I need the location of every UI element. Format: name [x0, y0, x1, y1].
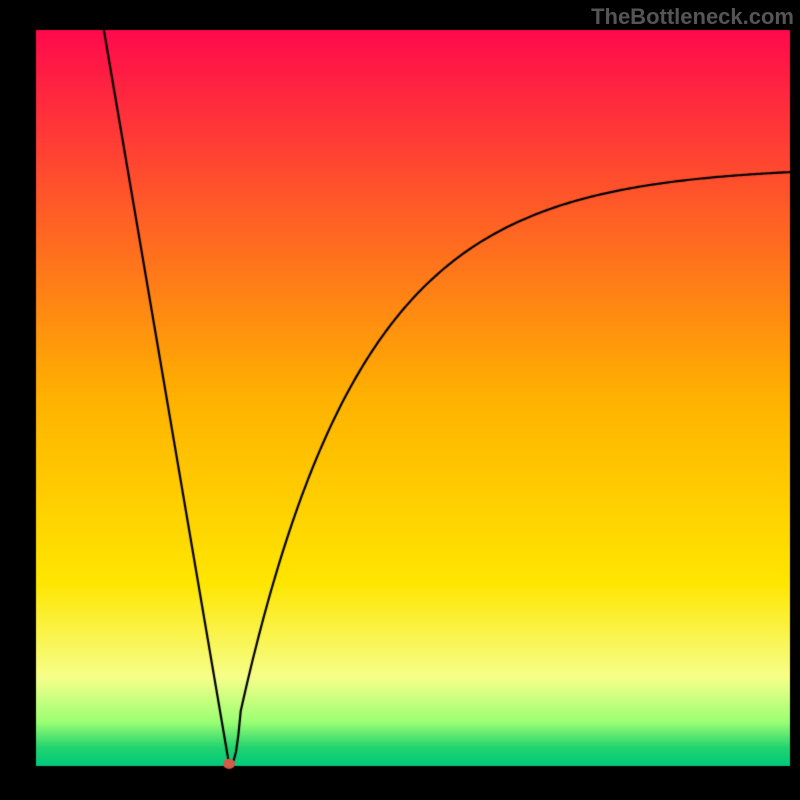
watermark-text: TheBottleneck.com	[591, 4, 794, 30]
chart-container: { "canvas": { "width": 800, "height": 80…	[0, 0, 800, 800]
bottleneck-chart	[0, 0, 800, 800]
